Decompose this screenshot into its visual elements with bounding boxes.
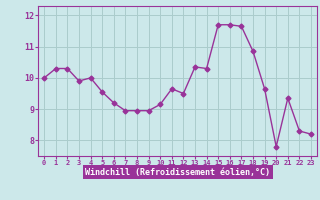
X-axis label: Windchill (Refroidissement éolien,°C): Windchill (Refroidissement éolien,°C): [85, 168, 270, 177]
